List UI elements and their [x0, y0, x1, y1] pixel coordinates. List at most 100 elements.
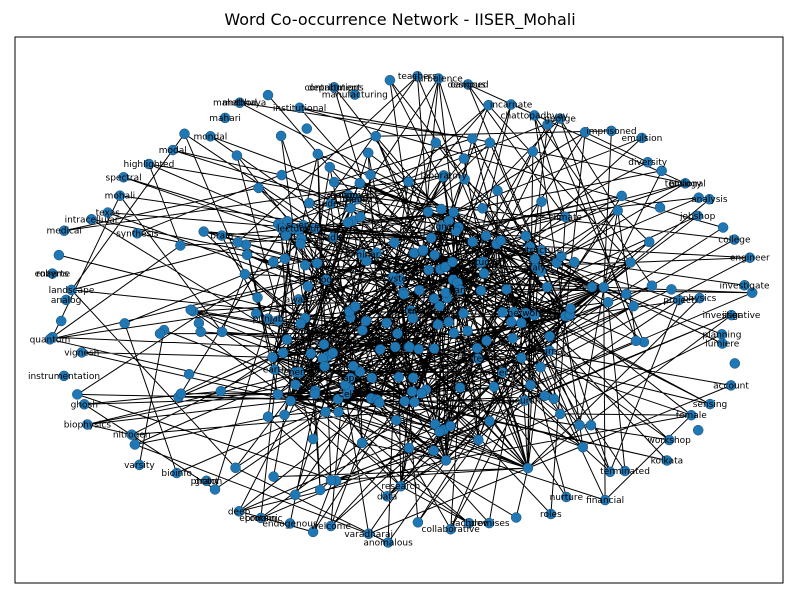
node	[497, 367, 508, 378]
node	[433, 73, 444, 84]
node	[58, 370, 70, 382]
node	[602, 296, 614, 308]
node-label: vignesh	[64, 348, 99, 358]
node	[275, 130, 287, 142]
node	[483, 99, 494, 111]
node-label: instrumentation	[28, 372, 100, 382]
node	[114, 190, 126, 201]
node	[448, 206, 459, 218]
node	[302, 281, 314, 292]
node	[628, 300, 639, 312]
node-label: nano	[449, 286, 472, 296]
node-label: signal	[428, 223, 455, 233]
node	[744, 252, 756, 263]
node-label: contributions	[304, 83, 364, 93]
node	[686, 409, 697, 421]
node	[175, 388, 187, 399]
node	[409, 396, 420, 408]
node	[281, 334, 293, 345]
node	[309, 223, 321, 234]
node	[522, 462, 534, 474]
node-label: biophysics	[64, 421, 112, 431]
node-label: structure	[521, 246, 562, 256]
node	[395, 480, 407, 492]
node-label: nitrogen	[113, 431, 151, 441]
node-label: diversity	[628, 158, 667, 168]
node	[725, 380, 737, 391]
node	[717, 338, 728, 349]
node	[328, 176, 340, 188]
node	[349, 89, 361, 100]
node	[692, 424, 704, 436]
node	[746, 287, 758, 298]
node-label: female	[676, 411, 707, 421]
node	[536, 244, 548, 256]
node	[382, 537, 394, 548]
node	[360, 315, 372, 327]
node	[343, 189, 354, 201]
node-label: laboratory	[420, 171, 467, 181]
node	[484, 415, 495, 427]
node	[598, 281, 609, 293]
node	[630, 335, 642, 347]
node	[643, 236, 655, 248]
node-label: analog	[51, 296, 81, 306]
node	[328, 82, 340, 93]
node-label: material	[459, 355, 497, 365]
node	[462, 325, 473, 337]
node	[60, 294, 72, 306]
node-label: varadharaj	[344, 530, 393, 540]
node	[293, 294, 304, 305]
node-label: medical	[46, 227, 81, 237]
node	[398, 288, 409, 300]
node	[471, 342, 483, 354]
node	[309, 388, 321, 400]
node-label: protein	[245, 514, 277, 524]
node	[430, 137, 442, 149]
node	[390, 414, 402, 426]
node	[636, 132, 648, 144]
node	[279, 409, 290, 421]
node	[374, 344, 386, 355]
node	[654, 202, 666, 213]
node	[548, 393, 560, 405]
node-label: teachers	[398, 72, 437, 82]
node	[303, 197, 315, 209]
node	[299, 259, 311, 271]
node-label: college	[718, 236, 751, 246]
node	[66, 284, 77, 296]
node	[262, 411, 274, 422]
node-label: lumiere	[705, 340, 740, 350]
node	[473, 434, 484, 446]
node	[389, 237, 400, 248]
node-label: catalyst	[518, 263, 554, 273]
node-label: turbulence	[414, 75, 463, 85]
node	[143, 158, 155, 170]
node	[295, 238, 306, 250]
node	[363, 528, 374, 540]
node	[132, 228, 143, 239]
node	[445, 420, 456, 432]
node	[458, 308, 469, 319]
node	[619, 465, 631, 477]
node	[361, 255, 372, 267]
node	[231, 150, 243, 161]
node	[404, 341, 415, 353]
node	[704, 193, 715, 205]
node-label: brain	[210, 232, 233, 242]
node-label: data	[377, 492, 397, 502]
node	[434, 300, 445, 312]
node	[366, 372, 378, 384]
node	[673, 294, 685, 306]
node	[272, 315, 284, 326]
node	[417, 244, 429, 256]
node	[529, 253, 541, 265]
node	[311, 258, 323, 269]
node	[414, 284, 425, 296]
node	[392, 328, 403, 339]
node-label: george	[544, 115, 576, 125]
node	[387, 272, 399, 283]
node	[560, 211, 571, 223]
node	[717, 222, 729, 233]
node	[542, 119, 553, 130]
